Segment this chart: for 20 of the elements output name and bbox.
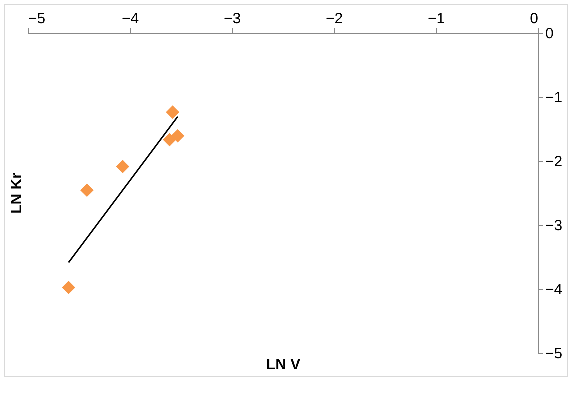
- y-tick-label: −2: [546, 154, 563, 170]
- point: [171, 129, 185, 143]
- point: [62, 281, 76, 294]
- y-axis-title: LN Kr: [8, 172, 26, 214]
- x-tick-label: −3: [224, 10, 242, 28]
- x-tick-label: −1: [428, 10, 446, 28]
- x-axis-title: LN V: [266, 356, 301, 374]
- x-tick-label: −2: [326, 10, 344, 28]
- y-tick-label: 0: [546, 26, 554, 42]
- y-tick-label: −5: [546, 346, 563, 362]
- x-tick-label: −5: [28, 10, 46, 28]
- x-tick-label: 0: [530, 10, 538, 28]
- point: [166, 106, 180, 120]
- point: [163, 133, 176, 147]
- x-tick-label: −4: [122, 10, 140, 28]
- y-tick-label: −3: [546, 218, 563, 234]
- y-tick-label: −1: [546, 90, 563, 106]
- y-tick-label: −4: [546, 282, 563, 298]
- point: [80, 184, 94, 198]
- point: [116, 160, 130, 174]
